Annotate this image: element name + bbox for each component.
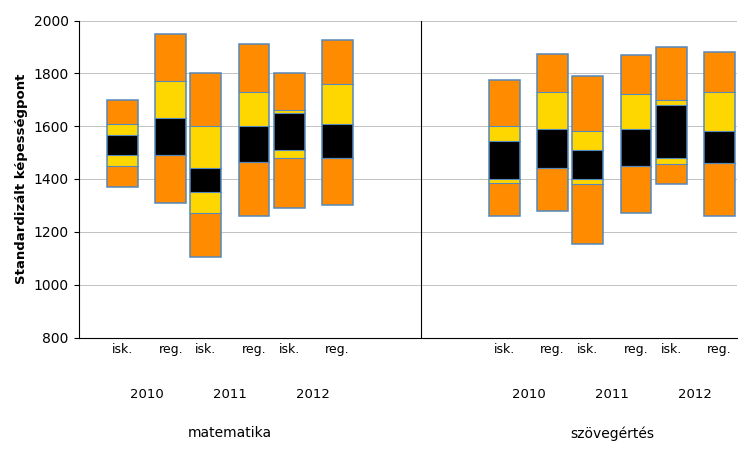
Bar <box>190 168 221 192</box>
Bar <box>190 73 221 257</box>
Bar <box>572 184 603 244</box>
Bar <box>656 47 687 100</box>
Bar <box>107 166 138 187</box>
Text: 2010: 2010 <box>129 388 163 401</box>
Text: 2012: 2012 <box>678 388 712 401</box>
Bar <box>322 158 353 205</box>
Bar <box>656 105 687 158</box>
Bar <box>572 131 603 150</box>
Bar <box>238 126 269 162</box>
Bar <box>190 73 221 126</box>
Text: szövegértés: szövegértés <box>570 426 654 441</box>
Bar <box>322 123 353 158</box>
Text: 2012: 2012 <box>296 388 330 401</box>
Bar <box>238 162 269 216</box>
Y-axis label: Standardizált képességpont: Standardizált képességpont <box>15 74 28 284</box>
Bar <box>322 40 353 205</box>
Bar <box>156 34 186 81</box>
Bar <box>274 158 305 208</box>
Text: 2010: 2010 <box>511 388 545 401</box>
Bar <box>537 54 568 211</box>
Bar <box>656 47 687 184</box>
Bar <box>489 80 520 126</box>
Bar <box>156 81 186 118</box>
Bar <box>572 150 603 179</box>
Bar <box>537 92 568 129</box>
Bar <box>190 192 221 213</box>
Bar <box>322 40 353 84</box>
Bar <box>274 73 305 208</box>
Bar <box>704 131 735 163</box>
Bar <box>620 55 651 94</box>
Text: matematika: matematika <box>188 426 272 440</box>
Bar <box>274 110 305 113</box>
Bar <box>190 126 221 168</box>
Text: 2011: 2011 <box>213 388 247 401</box>
Bar <box>537 129 568 168</box>
Bar <box>704 52 735 216</box>
Bar <box>190 213 221 257</box>
Bar <box>620 166 651 213</box>
Bar <box>107 135 138 155</box>
Bar <box>489 80 520 216</box>
Bar <box>238 92 269 126</box>
Bar <box>274 113 305 150</box>
Bar <box>704 92 735 131</box>
Bar <box>489 183 520 216</box>
Bar <box>704 163 735 216</box>
Bar <box>489 126 520 141</box>
Bar <box>107 155 138 166</box>
Bar <box>656 158 687 164</box>
Bar <box>620 55 651 213</box>
Bar <box>572 76 603 131</box>
Bar <box>489 179 520 183</box>
Bar <box>704 52 735 92</box>
Bar <box>322 84 353 123</box>
Bar <box>620 94 651 129</box>
Bar <box>156 118 186 155</box>
Bar <box>156 34 186 203</box>
Bar <box>572 179 603 184</box>
Bar <box>107 100 138 123</box>
Bar <box>238 44 269 92</box>
Bar <box>274 150 305 158</box>
Bar <box>537 54 568 92</box>
Bar <box>656 100 687 105</box>
Bar <box>107 100 138 187</box>
Bar <box>238 44 269 216</box>
Text: 2011: 2011 <box>595 388 629 401</box>
Bar <box>489 141 520 179</box>
Bar <box>537 168 568 211</box>
Bar <box>274 73 305 110</box>
Bar <box>656 164 687 184</box>
Bar <box>156 155 186 203</box>
Bar <box>572 76 603 244</box>
Bar <box>620 129 651 166</box>
Bar <box>107 124 138 135</box>
